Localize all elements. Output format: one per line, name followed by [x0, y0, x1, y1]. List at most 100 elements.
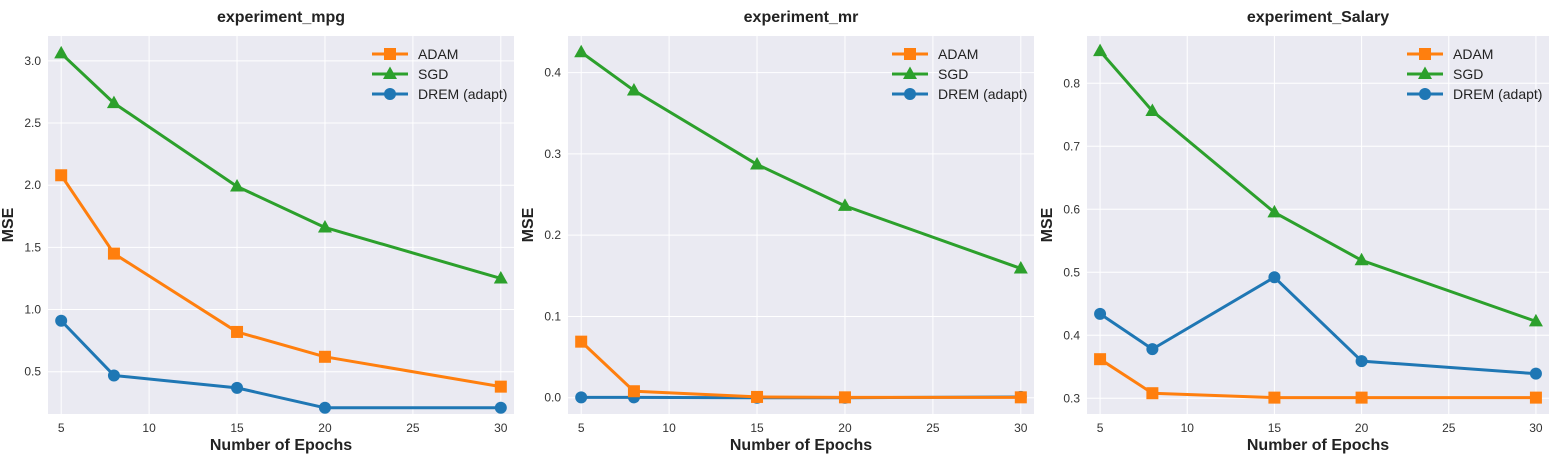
data-point	[493, 270, 508, 284]
x-tick-label: 5	[1097, 421, 1104, 435]
data-point	[1355, 391, 1368, 404]
x-tick-label: 20	[318, 421, 332, 435]
data-point	[55, 169, 68, 182]
series-adam	[55, 169, 507, 393]
y-tick-label: 2.5	[24, 116, 41, 130]
legend: ADAM SGD DREM (adapt)	[1407, 46, 1542, 102]
y-tick-label: 0.2	[544, 228, 561, 242]
chart-title: experiment_Salary	[1247, 9, 1389, 26]
legend: ADAM SGD DREM (adapt)	[892, 46, 1027, 102]
data-point	[1354, 252, 1369, 266]
x-tick-label: 15	[1268, 421, 1282, 435]
y-tick-label: 0.4	[1063, 328, 1080, 342]
legend-label: DREM (adapt)	[938, 86, 1027, 102]
y-axis-label: MSE	[1039, 207, 1056, 242]
data-point	[575, 391, 588, 404]
data-point	[106, 95, 121, 109]
x-tick-label: 30	[494, 421, 508, 435]
data-point	[750, 156, 765, 170]
y-axis-label: MSE	[520, 207, 537, 242]
data-point	[55, 314, 68, 327]
data-point	[231, 325, 244, 338]
legend-label: ADAM	[418, 46, 458, 62]
x-tick-label: 10	[662, 421, 676, 435]
legend-label: SGD	[1453, 66, 1483, 82]
data-point	[494, 380, 507, 393]
series-adam	[1094, 353, 1542, 404]
plot-area	[1087, 36, 1549, 414]
legend-label: DREM (adapt)	[1453, 86, 1542, 102]
series-sgd	[574, 44, 1028, 274]
x-tick-label: 25	[406, 421, 420, 435]
legend-marker	[1418, 66, 1432, 79]
x-axis-label: Number of Epochs	[730, 437, 872, 454]
y-tick-label: 0.7	[1063, 139, 1080, 153]
data-point	[231, 381, 244, 394]
data-point	[1529, 367, 1542, 380]
y-tick-label: 0.8	[1063, 76, 1080, 90]
x-tick-label: 30	[1529, 421, 1543, 435]
x-tick-label: 20	[838, 421, 852, 435]
series-adam	[575, 335, 1027, 404]
data-point	[838, 391, 851, 404]
y-tick-label: 1.5	[24, 240, 41, 254]
x-tick-label: 15	[750, 421, 764, 435]
data-point	[1528, 313, 1543, 327]
data-point	[317, 219, 332, 233]
data-point	[1094, 353, 1107, 366]
data-point	[1014, 391, 1027, 404]
data-point	[318, 401, 331, 414]
legend-marker	[904, 48, 916, 60]
y-tick-label: 0.3	[1063, 391, 1080, 405]
y-tick-label: 0.5	[1063, 265, 1080, 279]
data-point	[107, 369, 120, 382]
data-point	[837, 198, 852, 211]
x-axis-label: Number of Epochs	[210, 437, 352, 454]
data-point	[1268, 271, 1281, 284]
data-point	[1146, 343, 1159, 356]
data-point	[230, 178, 245, 192]
chart-panel-1: 5 10 15 20 25 30 0.5 1.0 1.5 2.0 2.5 3.0 experiment_…	[0, 9, 514, 454]
data-point	[626, 82, 641, 96]
legend-label: SGD	[418, 66, 448, 82]
y-tick-label: 0.4	[544, 66, 561, 80]
legend-marker	[383, 66, 397, 79]
data-point	[1093, 43, 1108, 57]
x-tick-label: 25	[926, 421, 940, 435]
data-point	[1094, 307, 1107, 320]
chart-panel-3: 5 10 15 20 25 30 0.3 0.4 0.5 0.6 0.7 0.8 experiment_…	[1039, 9, 1549, 454]
series-drem-adapt	[55, 314, 507, 414]
legend-marker	[1419, 48, 1431, 60]
legend: ADAM SGD DREM (adapt)	[372, 46, 507, 102]
x-tick-label: 10	[142, 421, 156, 435]
legend-label: ADAM	[1453, 46, 1493, 62]
data-point	[575, 335, 588, 348]
chart-panel-2: 5 10 15 20 25 30 0.0 0.1 0.2 0.3 0.4 experiment_mr N…	[520, 9, 1034, 454]
data-point	[54, 45, 69, 59]
legend-marker	[384, 88, 396, 100]
series-sgd	[1093, 43, 1543, 327]
series-drem-adapt	[1094, 271, 1542, 380]
data-point	[1013, 260, 1028, 274]
data-point	[1529, 391, 1542, 404]
x-tick-label: 20	[1355, 421, 1369, 435]
plot-area	[48, 36, 514, 414]
y-axis-label: MSE	[0, 207, 17, 242]
y-tick-label: 0.3	[544, 147, 561, 161]
y-tick-label: 0.5	[24, 365, 41, 379]
y-tick-label: 2.0	[24, 178, 41, 192]
y-tick-label: 1.0	[24, 303, 41, 317]
legend-label: SGD	[938, 66, 968, 82]
data-point	[494, 401, 507, 414]
series-sgd	[54, 45, 508, 284]
x-axis-label: Number of Epochs	[1247, 437, 1389, 454]
x-tick-label: 30	[1014, 421, 1028, 435]
y-tick-label: 0.6	[1063, 202, 1080, 216]
x-tick-label: 5	[58, 421, 65, 435]
data-point	[751, 390, 764, 403]
data-point	[1146, 387, 1159, 400]
y-tick-label: 0.0	[544, 391, 561, 405]
x-tick-label: 5	[578, 421, 585, 435]
